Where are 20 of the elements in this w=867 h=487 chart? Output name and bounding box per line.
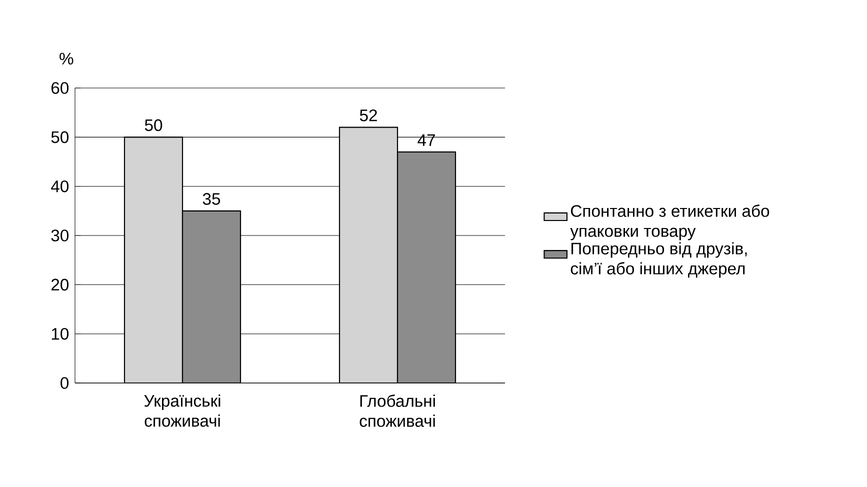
y-axis-title: %	[60, 52, 74, 64]
y-tick-label: 50	[51, 131, 69, 144]
bar	[338, 126, 398, 384]
bar	[396, 151, 456, 384]
x-tick-label: Українські споживачі	[144, 394, 220, 427]
y-tick-label: 0	[60, 377, 69, 389]
y-tick-label: 20	[51, 278, 69, 291]
data-label: 35	[202, 193, 220, 205]
bar	[124, 136, 184, 384]
y-tick-label: 40	[51, 180, 69, 192]
x-tick-label: Глобальні споживачі	[360, 394, 435, 427]
data-label: 50	[144, 119, 162, 132]
legend-label: Попередньо від друзів, сім’ї або інших джерел	[570, 242, 747, 278]
y-tick-label: 10	[52, 328, 69, 340]
y-tick-label: 30	[51, 230, 69, 242]
y-tick-label: 60	[51, 82, 69, 94]
data-label: 47	[418, 134, 435, 146]
legend-label: Спонтанно з етикетки або упаковки товару	[570, 204, 770, 240]
data-label: 52	[360, 109, 377, 122]
bar	[182, 210, 242, 384]
